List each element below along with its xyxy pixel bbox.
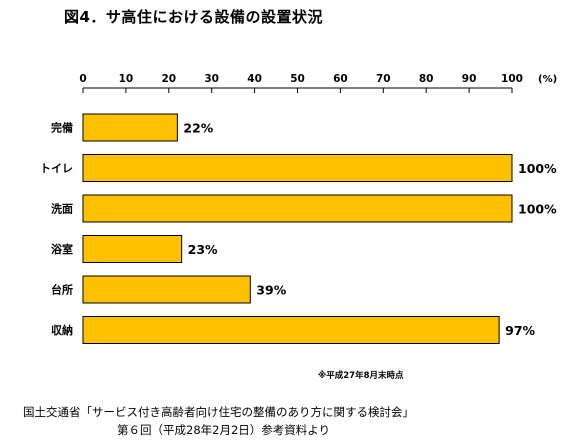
category-label: 台所 xyxy=(51,283,73,297)
x-tick-label: 30 xyxy=(204,73,219,85)
x-tick-label: 50 xyxy=(290,73,305,85)
bar xyxy=(82,194,513,223)
x-tick-label: 90 xyxy=(462,73,477,85)
category-label: 収納 xyxy=(51,323,73,337)
x-tick-label: 20 xyxy=(161,73,176,85)
value-label: 97% xyxy=(505,323,535,338)
category-label: トイレ xyxy=(40,162,73,175)
category-label: 完備 xyxy=(51,121,73,135)
bar xyxy=(82,154,513,182)
value-label: 39% xyxy=(256,283,286,298)
category-label: 浴室 xyxy=(51,242,73,256)
bar xyxy=(82,113,178,142)
bar xyxy=(82,235,183,263)
category-label: 洗面 xyxy=(51,202,73,216)
x-tick-label: 0 xyxy=(79,73,86,85)
x-tick-label: 60 xyxy=(333,73,348,85)
x-tick-label: 80 xyxy=(419,73,434,85)
value-label: 100% xyxy=(518,202,557,217)
x-tick-label: 10 xyxy=(119,73,134,85)
value-label: 23% xyxy=(188,242,218,257)
value-label: 22% xyxy=(183,121,213,136)
source-line-1: 国土交通省「サービス付き高齢者向け住宅の整備のあり方に関する検討会」 xyxy=(23,405,414,419)
chart-title: 図4．サ高住における設備の設置状況 xyxy=(64,8,323,26)
bar xyxy=(82,275,251,304)
x-unit-label: (%) xyxy=(538,74,557,85)
x-tick-label: 100 xyxy=(501,73,523,85)
source-line-2: 第６回（平成28年2月2日）参考資料より xyxy=(117,423,331,437)
chart-note: ※平成27年8月末時点 xyxy=(318,371,404,381)
bar xyxy=(82,316,500,344)
x-tick-label: 70 xyxy=(376,73,391,85)
x-tick-label: 40 xyxy=(247,73,262,85)
value-label: 100% xyxy=(518,161,557,176)
